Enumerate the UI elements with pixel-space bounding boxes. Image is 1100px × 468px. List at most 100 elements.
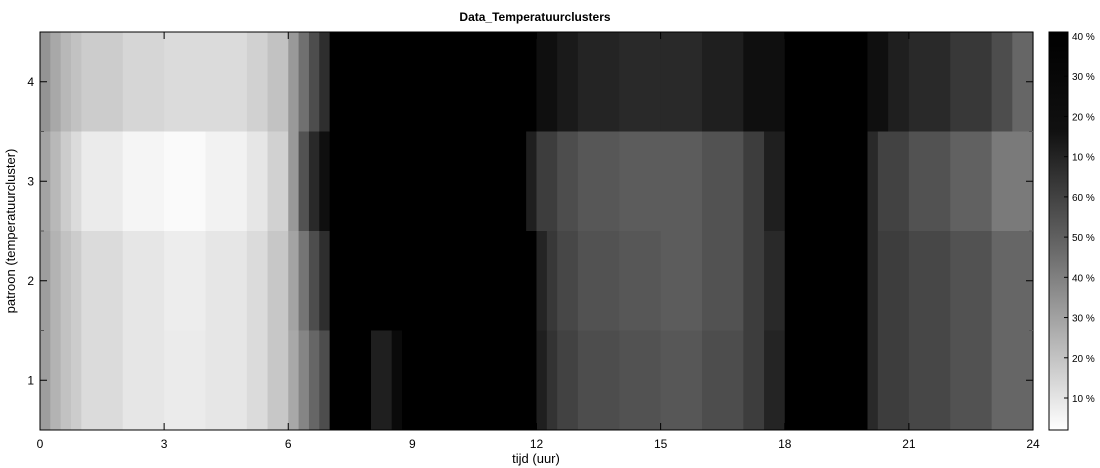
heatmap-cell xyxy=(205,32,248,132)
heatmap-cell xyxy=(60,131,72,231)
heatmap-cell xyxy=(371,330,393,430)
heatmap-cell xyxy=(267,330,289,430)
x-tick-label: 15 xyxy=(654,437,668,451)
heatmap-cell xyxy=(619,131,662,231)
y-axis-label: patroon (temperatuurcluster) xyxy=(3,149,18,314)
heatmap-cell xyxy=(526,131,538,231)
heatmap-cell xyxy=(867,231,879,331)
heatmap-cell xyxy=(908,231,951,331)
heatmap-cell xyxy=(60,231,72,331)
heatmap-cell xyxy=(71,131,82,231)
heatmap-cell xyxy=(660,231,703,331)
heatmap-cell xyxy=(319,330,331,430)
heatmap-cell xyxy=(577,330,620,430)
heatmap-cell xyxy=(743,330,765,430)
heatmap-cell xyxy=(71,32,82,132)
heatmap-cell xyxy=(536,330,548,430)
colorbar-tick-label: 60 % xyxy=(1072,193,1095,204)
heatmap-cell xyxy=(308,32,320,132)
x-tick-label: 9 xyxy=(409,437,416,451)
heatmap-cell xyxy=(298,131,310,231)
heatmap-cell xyxy=(71,231,82,331)
heatmap-cell xyxy=(402,330,538,430)
heatmap-cell xyxy=(81,231,124,331)
heatmap-cell xyxy=(660,330,703,430)
heatmap-cell xyxy=(308,131,320,231)
heatmap-cell xyxy=(557,231,579,331)
colorbar-tick-label: 40 % xyxy=(1072,32,1095,43)
heatmap-cell xyxy=(867,330,879,430)
colorbar-tick-label: 30 % xyxy=(1072,314,1095,325)
colorbar-gradient xyxy=(1048,31,1069,431)
heatmap-cell xyxy=(536,131,558,231)
heatmap-cell xyxy=(319,131,331,231)
heatmap-cell xyxy=(908,330,951,430)
heatmap-cell xyxy=(50,330,62,430)
heatmap-cell xyxy=(784,231,869,331)
heatmap-cell xyxy=(205,131,248,231)
heatmap-cell xyxy=(991,32,1013,132)
colorbar: 40 % 30 % 20 % 10 % 60 % 50 % 40 % 30 % 20 % 10 % xyxy=(1048,31,1095,431)
heatmap-cell xyxy=(319,32,331,132)
heatmap-cells xyxy=(40,32,1034,430)
x-tick-label: 21 xyxy=(902,437,916,451)
heatmap-cell xyxy=(908,32,951,132)
heatmap-cell xyxy=(877,131,910,231)
heatmap-cell xyxy=(81,330,124,430)
heatmap-cell xyxy=(164,32,207,132)
heatmap-cell xyxy=(908,131,951,231)
colorbar-tick-label: 10 % xyxy=(1072,394,1095,405)
x-tick-label: 0 xyxy=(37,437,44,451)
heatmap-cell xyxy=(702,131,744,231)
x-tick-label: 24 xyxy=(1026,437,1040,451)
heatmap-cell xyxy=(950,32,993,132)
heatmap-cell xyxy=(50,231,62,331)
heatmap-cell xyxy=(122,231,165,331)
colorbar-tick-label: 20 % xyxy=(1072,112,1095,123)
heatmap-cell xyxy=(329,131,527,231)
heatmap-cell xyxy=(205,231,248,331)
heatmap-cell xyxy=(329,32,538,132)
heatmap-cell xyxy=(877,231,910,331)
heatmap-cell xyxy=(867,32,889,132)
heatmap-cell xyxy=(50,32,62,132)
heatmap-cell xyxy=(288,131,300,231)
heatmap-cell xyxy=(1012,32,1034,132)
heatmap-cell xyxy=(557,131,579,231)
heatmap-cell xyxy=(743,231,765,331)
heatmap-cell xyxy=(743,32,786,132)
heatmap-cell xyxy=(267,32,289,132)
heatmap-cell xyxy=(205,330,248,430)
heatmap-cell xyxy=(164,330,207,430)
heatmap-cell xyxy=(122,32,165,132)
heatmap-cell xyxy=(267,131,289,231)
heatmap-cell xyxy=(619,231,662,331)
heatmap-cell xyxy=(764,131,786,231)
heatmap-cell xyxy=(702,231,744,331)
heatmap-cell xyxy=(950,330,993,430)
x-tick-label: 6 xyxy=(285,437,292,451)
x-tick-label: 12 xyxy=(530,437,544,451)
heatmap-cell xyxy=(702,32,744,132)
heatmap-cell xyxy=(71,330,82,430)
heatmap-cell xyxy=(950,131,993,231)
heatmap-cell xyxy=(122,131,165,231)
chart-title: Data_Temperatuurclusters xyxy=(459,10,610,24)
y-tick-label: 1 xyxy=(27,373,34,387)
heatmap-cell xyxy=(298,32,310,132)
heatmap-cell xyxy=(764,231,786,331)
heatmap-cell xyxy=(536,231,548,331)
colorbar-tick-label: 20 % xyxy=(1072,354,1095,365)
heatmap-cell xyxy=(308,231,320,331)
colorbar-tick-label: 30 % xyxy=(1072,72,1095,83)
y-tick-label: 2 xyxy=(27,274,34,288)
heatmap-cell xyxy=(288,32,300,132)
heatmap-cell xyxy=(298,231,310,331)
heatmap-cell xyxy=(288,330,300,430)
heatmap-cell xyxy=(888,32,910,132)
heatmap-cell xyxy=(246,231,269,331)
colorbar-tick-label: 10 % xyxy=(1072,153,1095,164)
heatmap-cell xyxy=(743,131,765,231)
heatmap-cell xyxy=(557,330,579,430)
